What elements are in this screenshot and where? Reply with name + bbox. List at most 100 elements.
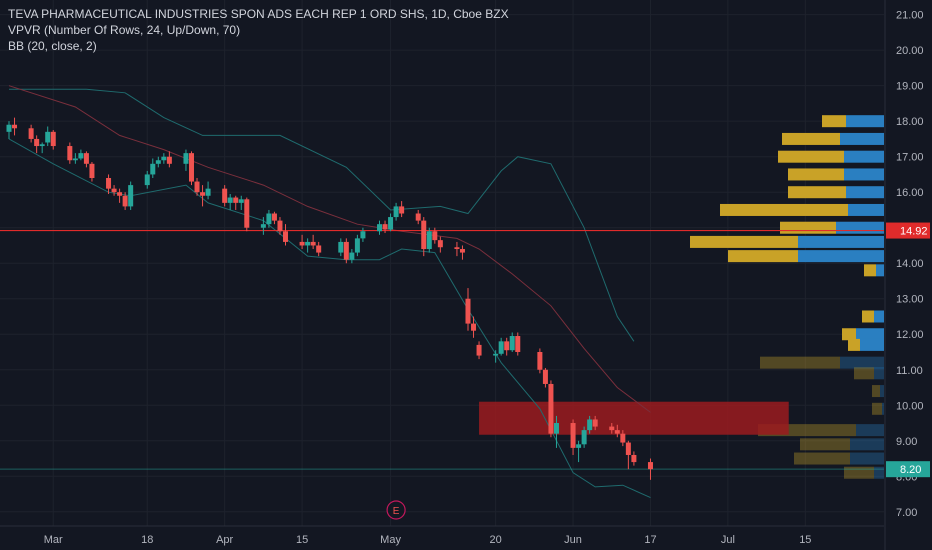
candle-body	[78, 153, 84, 159]
candle-body	[354, 238, 360, 253]
volume-profile-down-bar	[862, 310, 874, 323]
candle-body	[238, 199, 244, 203]
volume-profile-up-bar	[846, 186, 884, 199]
volume-profile-up-bar	[874, 367, 884, 380]
candle-body	[382, 224, 388, 230]
candle-body	[421, 220, 427, 250]
candle-body	[471, 323, 477, 331]
volume-profile-up-bar	[874, 466, 884, 479]
candle-body	[515, 336, 521, 352]
candle-body	[609, 426, 615, 431]
candle-body	[432, 231, 438, 241]
volume-profile-down-bar	[788, 186, 846, 199]
volume-profile-up-bar	[836, 221, 884, 234]
volume-profile-up-bar	[850, 452, 884, 465]
candle-body	[106, 178, 112, 189]
price-line-label: 14.92	[900, 226, 928, 238]
x-tick-label: 17	[644, 534, 656, 546]
candle-body	[377, 224, 383, 232]
volume-profile-up-bar	[840, 356, 884, 369]
supply-zone	[479, 401, 789, 435]
candle-body	[614, 430, 620, 434]
volume-profile-down-bar	[690, 235, 798, 248]
candle-body	[305, 241, 311, 246]
candle-body	[426, 231, 432, 250]
x-tick-label: 15	[296, 534, 308, 546]
volume-profile-up-bar	[856, 424, 884, 437]
y-tick-label: 10.00	[896, 400, 924, 412]
last-price-label-bg	[886, 461, 930, 478]
candle-body	[576, 444, 582, 448]
candle-body	[205, 188, 211, 196]
candle-body	[144, 174, 150, 186]
candle-body	[150, 163, 156, 175]
candle-body	[277, 220, 283, 232]
x-tick-label: 18	[141, 534, 153, 546]
candle-body	[183, 153, 189, 164]
candle-body	[244, 199, 250, 228]
y-tick-label: 7.00	[896, 507, 917, 519]
candle-body	[260, 224, 266, 228]
candle-body	[399, 206, 405, 214]
volume-profile-up-bar	[860, 338, 884, 351]
candle-body	[548, 383, 554, 434]
candle-body	[111, 188, 117, 193]
candle-body	[388, 217, 394, 230]
volume-profile-down-bar	[778, 150, 844, 163]
y-tick-label: 13.00	[896, 294, 924, 306]
vpvr-indicator-label[interactable]: VPVR (Number Of Rows, 24, Up/Down, 70)	[8, 23, 241, 37]
candle-body	[537, 352, 543, 370]
volume-profile-down-bar	[842, 328, 856, 341]
candle-body	[188, 153, 194, 182]
candle-body	[222, 188, 228, 203]
candle-body	[631, 454, 637, 463]
volume-profile-up-bar	[798, 250, 884, 263]
candle-body	[50, 131, 56, 147]
candle-body	[620, 433, 626, 443]
bb-indicator-label[interactable]: BB (20, close, 2)	[8, 39, 97, 53]
candle-body	[476, 344, 482, 356]
y-tick-label: 16.00	[896, 187, 924, 199]
candle-body	[117, 192, 123, 196]
candle-body	[28, 128, 34, 139]
candle-body	[6, 124, 12, 132]
price-line-label-bg	[886, 222, 930, 239]
candle-body	[316, 245, 322, 253]
candle-body	[72, 158, 78, 161]
candle-body	[465, 298, 471, 324]
candle-body	[553, 423, 559, 434]
volume-profile-down-bar	[872, 385, 880, 398]
volume-profile-up-bar	[876, 264, 884, 277]
volume-profile-down-bar	[794, 452, 850, 465]
volume-profile-up-bar	[850, 438, 884, 451]
candle-body	[587, 419, 593, 431]
bb-basis-line	[8, 85, 651, 413]
candle-body	[233, 197, 239, 203]
candle-body	[310, 241, 316, 246]
candle-body	[581, 430, 587, 445]
candle-body	[12, 124, 18, 129]
volume-profile-down-bar	[848, 338, 860, 351]
volume-profile-up-bar	[882, 402, 884, 415]
candle-body	[128, 185, 134, 207]
y-tick-label: 18.00	[896, 116, 924, 128]
volume-profile-up-bar	[880, 385, 884, 398]
volume-profile-down-bar	[782, 132, 840, 145]
candle-body	[200, 192, 206, 196]
volume-profile-down-bar	[844, 466, 874, 479]
symbol-title[interactable]: TEVA PHARMACEUTICAL INDUSTRIES SPON ADS …	[8, 7, 509, 21]
candle-body	[122, 195, 128, 207]
volume-profile-down-bar	[728, 250, 798, 263]
candle-body	[647, 462, 653, 470]
candle-body	[360, 231, 366, 239]
candle-body	[504, 341, 510, 351]
volume-profile-down-bar	[854, 367, 874, 380]
y-tick-label: 17.00	[896, 152, 924, 164]
volume-profile-up-bar	[874, 310, 884, 323]
candle-body	[570, 423, 576, 448]
bb-upper-line	[9, 88, 635, 342]
volume-profile-up-bar	[844, 150, 884, 163]
volume-profile-down-bar	[788, 168, 844, 181]
x-tick-label: Apr	[216, 534, 233, 546]
